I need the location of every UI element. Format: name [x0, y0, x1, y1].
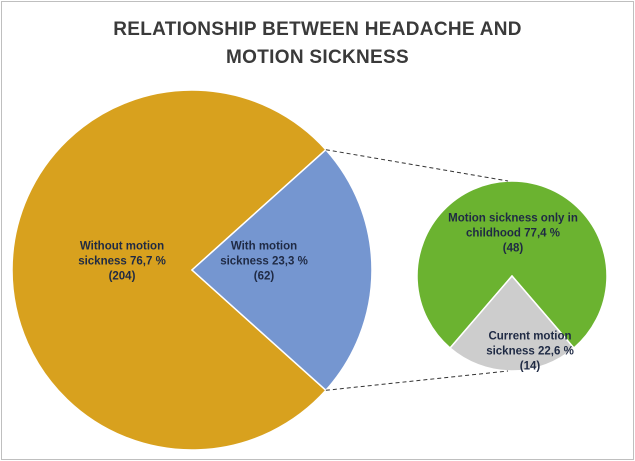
slice-label: Motion sickness only in childhood 77,4 %…	[431, 212, 596, 257]
slice-count: (62)	[253, 270, 275, 283]
slice-value: 22,6 %	[538, 345, 574, 358]
pie-slice	[11, 89, 327, 451]
slice-category: With motion sickness	[220, 240, 298, 268]
connector-line	[325, 370, 509, 391]
slice-value: 77,4 %	[524, 227, 560, 240]
slice-count: (204)	[108, 270, 136, 283]
pie-slice	[190, 148, 373, 392]
chart-title: RELATIONSHIP BETWEEN HEADACHE AND MOTION…	[113, 19, 522, 68]
slice-value: 23,3 %	[272, 255, 308, 268]
pie-slice	[449, 274, 575, 372]
connector-line	[325, 149, 509, 182]
slice-count: (14)	[519, 360, 541, 373]
slice-category: Motion sickness only in childhood	[448, 212, 578, 240]
slice-category: Without motion sickness	[78, 240, 165, 268]
slice-count: (48)	[502, 242, 524, 255]
slice-label: Current motion sickness 22,6 % (14)	[473, 330, 588, 375]
pie-slice	[416, 180, 608, 350]
slice-label: Without motion sickness 76,7 % (204)	[62, 240, 182, 285]
slice-category: Current motion sickness	[486, 330, 572, 358]
slice-label: With motion sickness 23,3 % (62)	[212, 240, 317, 285]
slice-value: 76,7 %	[130, 255, 166, 268]
